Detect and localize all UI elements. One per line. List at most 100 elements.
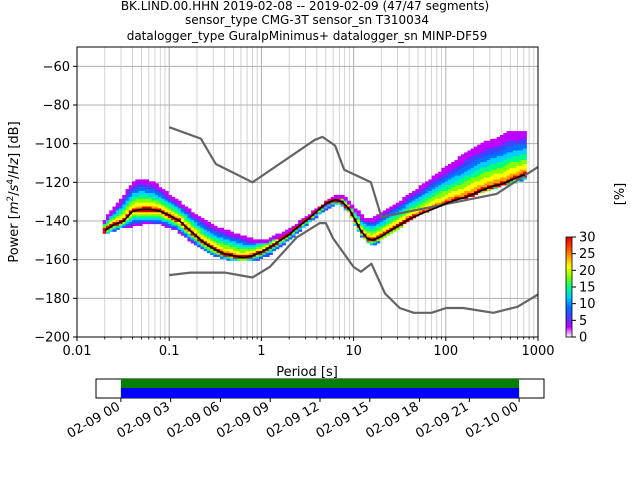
timeline-tick-label: 02-09 09 <box>214 399 272 441</box>
heatmap-cell <box>395 202 400 205</box>
heatmap-cell <box>503 158 508 161</box>
heatmap-cell <box>203 229 208 232</box>
heatmap-cell <box>447 183 452 186</box>
heatmap-cell <box>483 189 488 192</box>
heatmap-cell <box>210 245 215 248</box>
heatmap-cell <box>122 208 127 211</box>
heatmap-cell <box>386 220 391 223</box>
heatmap-cell <box>115 227 120 230</box>
heatmap-cell <box>483 169 488 172</box>
heatmap-cell <box>177 208 182 211</box>
heatmap-cell <box>213 254 218 257</box>
heatmap-cell <box>229 231 234 234</box>
heatmap-cell <box>229 252 234 256</box>
heatmap-cell <box>145 204 150 207</box>
heatmap-cell <box>226 239 231 242</box>
heatmap-cell <box>262 250 267 254</box>
heatmap-cell <box>480 162 485 165</box>
heatmap-cell <box>483 167 488 170</box>
heatmap-cell <box>506 133 511 136</box>
heatmap-cell <box>112 214 117 217</box>
heatmap-cell <box>171 202 176 205</box>
heatmap-cell <box>232 252 238 256</box>
heatmap-cell <box>379 229 384 232</box>
heatmap-cell <box>425 194 430 198</box>
heatmap-cell <box>490 156 495 159</box>
heatmap-cell <box>473 152 479 155</box>
heatmap-cell <box>187 235 192 238</box>
heatmap-cell <box>389 220 394 223</box>
heatmap-cell <box>373 229 378 232</box>
heatmap-cell <box>483 160 488 163</box>
heatmap-cell <box>389 218 394 221</box>
heatmap-cell <box>132 200 137 203</box>
heatmap-cell <box>490 144 495 147</box>
heatmap-cell <box>249 237 254 240</box>
heatmap-cell <box>359 223 365 227</box>
heatmap-cell <box>402 202 407 205</box>
heatmap-cell <box>363 231 368 234</box>
heatmap-cell <box>399 221 404 225</box>
heatmap-cell <box>193 214 198 217</box>
heatmap-cell <box>119 204 124 207</box>
heatmap-cell <box>298 229 303 232</box>
heatmap-cell <box>447 181 452 184</box>
heatmap-cell <box>223 237 228 240</box>
heatmap-cell <box>434 183 439 186</box>
heatmap-cell <box>486 179 492 182</box>
heatmap-cell <box>464 165 469 169</box>
heatmap-cell <box>480 179 485 182</box>
heatmap-cell <box>392 210 397 213</box>
heatmap-cell <box>402 196 407 199</box>
heatmap-cell <box>122 196 127 199</box>
heatmap-cell <box>441 169 446 172</box>
heatmap-cell <box>522 162 527 165</box>
heatmap-cell <box>373 231 378 234</box>
heatmap-cell <box>441 173 446 176</box>
heatmap-cell <box>151 183 156 186</box>
heatmap-cell <box>389 223 394 227</box>
heatmap-cell <box>438 183 443 186</box>
heatmap-cell <box>141 204 146 207</box>
heatmap-cell <box>229 250 234 254</box>
colorbar-label: [%] <box>613 183 628 206</box>
heatmap-cell <box>451 198 456 201</box>
heatmap-cell <box>171 220 176 223</box>
heatmap-cell <box>203 241 208 244</box>
heatmap-cell <box>141 194 146 198</box>
heatmap-cell <box>418 196 423 199</box>
heatmap-cell <box>167 225 172 228</box>
heatmap-cell <box>161 220 166 223</box>
heatmap-cell <box>112 210 117 213</box>
heatmap-cell <box>128 194 133 198</box>
heatmap-cell <box>102 225 107 228</box>
heatmap-cell <box>454 191 459 194</box>
heatmap-cell <box>167 194 172 198</box>
heatmap-cell <box>304 221 309 225</box>
heatmap-cell <box>454 163 459 167</box>
heatmap-cell <box>187 208 192 211</box>
heatmap-cell <box>161 202 166 205</box>
heatmap-cell <box>496 160 501 163</box>
heatmap-cell <box>516 162 521 165</box>
heatmap-cell <box>102 220 107 223</box>
heatmap-cell <box>444 185 449 188</box>
heatmap-cell <box>242 254 247 257</box>
heatmap-cell <box>480 169 485 172</box>
heatmap-cell <box>425 183 430 186</box>
heatmap-cell <box>115 216 120 219</box>
heatmap-cell <box>148 183 153 186</box>
heatmap-cell <box>226 241 231 244</box>
heatmap-cell <box>457 177 462 180</box>
heatmap-cell <box>490 165 495 169</box>
heatmap-cell <box>122 221 127 225</box>
heatmap-cell <box>141 196 146 199</box>
heatmap-cell <box>138 185 143 188</box>
heatmap-cell <box>425 191 430 194</box>
heatmap-cell <box>154 208 159 211</box>
heatmap-cell <box>473 150 479 153</box>
heatmap-cell <box>506 167 511 170</box>
heatmap-cell <box>447 165 452 169</box>
heatmap-cell <box>490 160 495 163</box>
